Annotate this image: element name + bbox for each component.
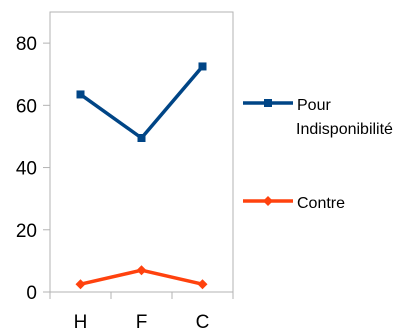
y-tick-label: 40: [16, 159, 37, 180]
series-1: [76, 62, 207, 142]
data-point: [76, 90, 85, 99]
legend-swatch-marker: [263, 196, 273, 206]
y-tick-label: 80: [16, 34, 37, 55]
legend-swatch-marker: [264, 99, 272, 107]
x-tick-label: C: [196, 312, 210, 329]
y-axis-ticks: 0 20 40 60 80: [16, 34, 50, 304]
data-point: [197, 279, 208, 290]
data-point: [137, 134, 146, 142]
x-tick-label: H: [74, 312, 88, 329]
legend-label: Indisponibilité: [296, 121, 393, 138]
legend-item-1: Pour Indisponibilité: [243, 97, 393, 138]
legend-label: Contre: [297, 195, 345, 212]
legend-item-2: Contre: [243, 195, 345, 212]
data-point: [75, 279, 86, 290]
y-tick-label: 20: [16, 221, 37, 242]
data-point: [136, 265, 147, 276]
series-2: [75, 265, 208, 290]
x-tick-label: F: [136, 312, 148, 329]
data-point: [198, 62, 207, 71]
plot-area-border: [49, 11, 234, 293]
y-tick-label: 0: [26, 283, 37, 304]
series-line: [79, 65, 204, 140]
legend-label: Pour: [297, 97, 331, 114]
series-group: [75, 62, 208, 290]
y-tick-label: 60: [16, 96, 37, 117]
axes: [49, 11, 234, 293]
legend: Pour Indisponibilité Contre: [243, 97, 393, 212]
